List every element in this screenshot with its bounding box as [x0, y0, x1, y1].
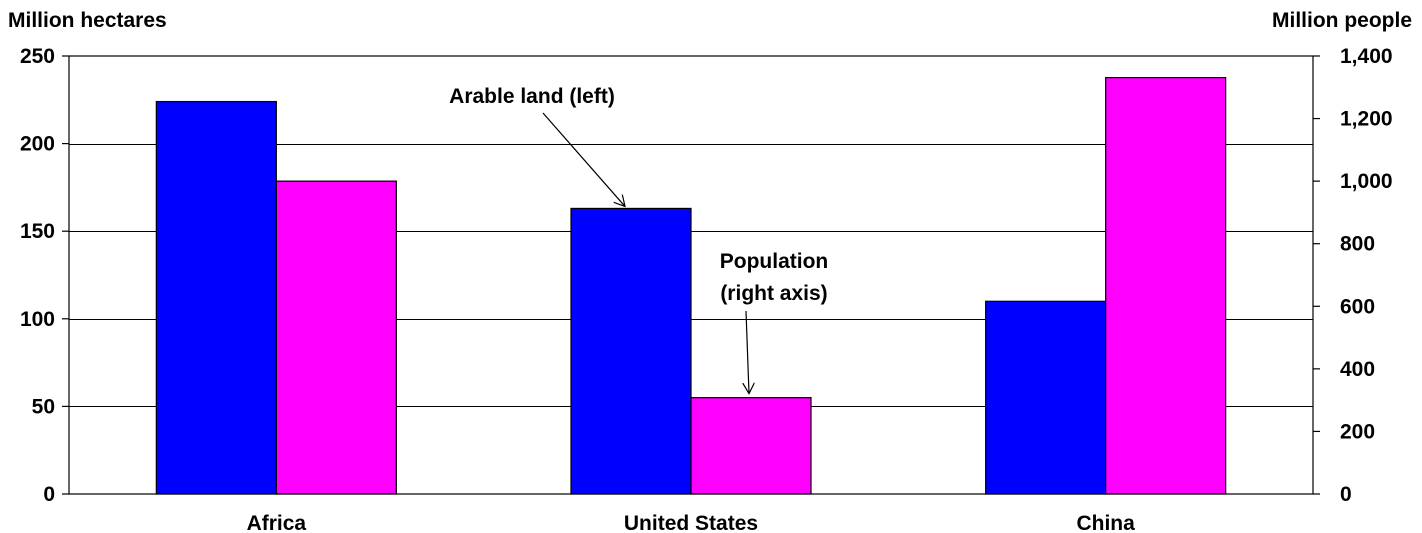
category-label: United States: [624, 512, 758, 533]
plot-frame: [62, 55, 1320, 495]
bar-africa-arable-land: [155, 100, 277, 495]
left-tick-label: 50: [32, 395, 55, 418]
right-tick-label: 1,400: [1340, 45, 1393, 68]
right-tick-label: 600: [1340, 295, 1375, 318]
annotation-arrow-arable-land: [542, 112, 625, 206]
bar-united-states-population: [690, 397, 812, 495]
left-tick-label: 250: [20, 45, 55, 68]
category-label: Africa: [247, 512, 307, 533]
right-tick-label: 1,000: [1340, 170, 1393, 193]
category-labels: Africa United States China: [247, 512, 1136, 533]
category-label: China: [1076, 512, 1135, 533]
bar-africa-population: [275, 180, 397, 495]
left-tick-label: 100: [20, 308, 55, 331]
annotation-population-line: (right axis): [720, 282, 827, 305]
annotations: Arable land (left) Population (right axis): [449, 85, 828, 394]
right-tick-label: 800: [1340, 233, 1375, 256]
left-tick-label: 150: [20, 220, 55, 243]
left-tick-label: 0: [43, 483, 55, 506]
bar-china-arable-land: [985, 300, 1107, 495]
annotation-population-line: Population: [720, 250, 829, 273]
right-tick-label: 200: [1340, 420, 1375, 443]
left-tick-label: 200: [20, 133, 55, 156]
bar-china-population: [1105, 76, 1227, 495]
right-tick-label: 1,200: [1340, 108, 1393, 131]
right-tick-label: 0: [1340, 483, 1352, 506]
right-axis-title: Million people: [1272, 9, 1412, 32]
bar-united-states-arable-land: [570, 207, 692, 495]
annotation-population: Population (right axis): [720, 250, 829, 305]
plot-border: [68, 55, 1314, 495]
right-tick-label: 400: [1340, 358, 1375, 381]
annotation-arable-land: Arable land (left): [449, 85, 615, 108]
left-axis-title: Million hectares: [8, 9, 167, 32]
annotation-arrow-population: [746, 310, 749, 394]
tick-labels: 0 50 100 150 200 250 0 200 400 600 800 1,000 1,200 1,…: [20, 45, 1393, 506]
bars: [155, 76, 1227, 495]
